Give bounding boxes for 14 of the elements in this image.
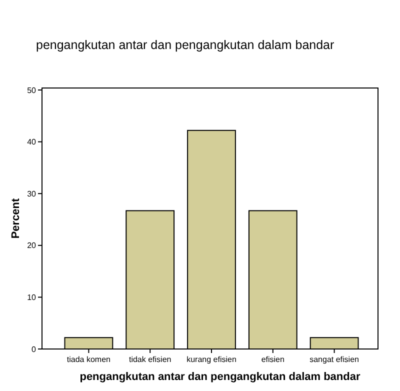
y-tick-label: 50 xyxy=(27,86,37,95)
y-axis-title: Percent xyxy=(10,198,22,239)
chart-title: pengangkutan antar dan pengangkutan dalam bandar xyxy=(36,38,334,52)
y-tick-label: 0 xyxy=(32,344,37,354)
x-tick-label: efisien xyxy=(261,355,284,364)
y-tick-label: 10 xyxy=(27,293,37,302)
y-tick-label: 20 xyxy=(27,241,37,250)
x-tick-label: tiada komen xyxy=(66,355,110,364)
x-axis-title: pengangkutan antar dan pengangkutan dalam bandar xyxy=(80,371,361,383)
x-tick-label: tidak efisien xyxy=(128,355,172,364)
y-tick-label: 30 xyxy=(27,189,37,198)
x-tick-label: kurang efisien xyxy=(186,355,236,364)
y-tick-label: 40 xyxy=(27,138,37,147)
x-tick-label: sangat efisien xyxy=(310,355,359,364)
